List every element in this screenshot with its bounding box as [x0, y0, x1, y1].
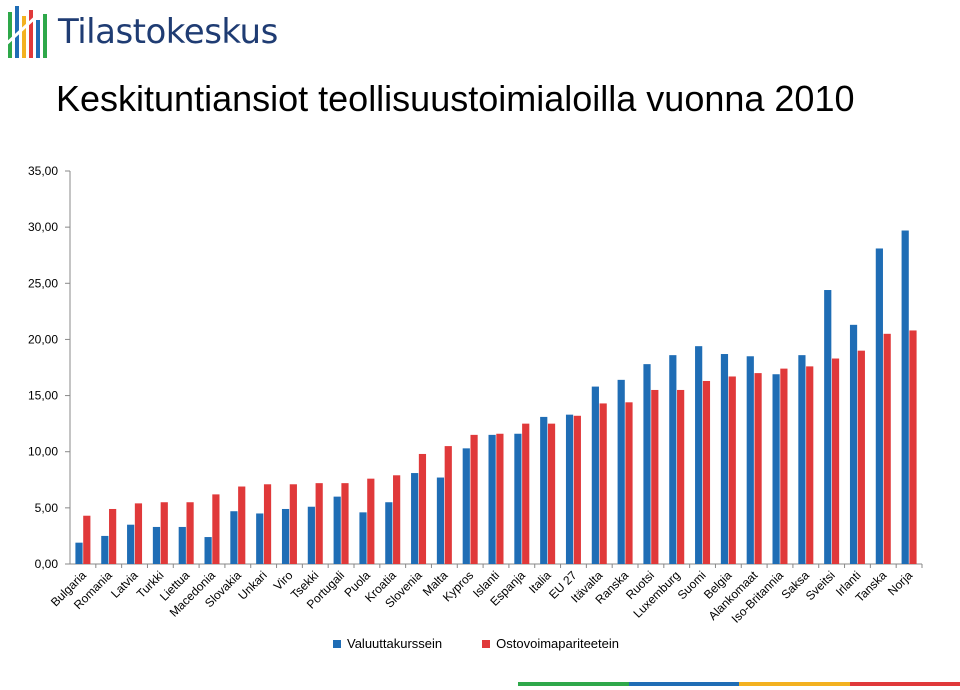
bar-valuuttakurssein — [256, 513, 264, 564]
logo: Tilastokeskus — [2, 2, 278, 64]
x-tick-label: Latvia — [108, 568, 141, 601]
bar-valuuttakurssein — [540, 416, 548, 564]
bar-ostovoimapariteetein — [263, 484, 272, 564]
bar-valuuttakurssein — [178, 526, 186, 564]
bar-valuuttakurssein — [411, 473, 419, 564]
legend-label: Valuuttakurssein — [347, 636, 443, 651]
y-tick-label: 30,00 — [28, 220, 58, 234]
bar-valuuttakurssein — [75, 542, 83, 564]
x-tick-label: Sveitsi — [803, 568, 838, 603]
strip-red — [849, 682, 960, 686]
bar-ostovoimapariteetein — [651, 389, 659, 564]
bar-valuuttakurssein — [746, 356, 754, 564]
bar-ostovoimapariteetein — [341, 483, 349, 564]
strip-green — [518, 682, 629, 686]
bar-ostovoimapariteetein — [909, 330, 917, 564]
logo-icon — [2, 2, 52, 58]
bar-valuuttakurssein — [230, 511, 238, 564]
legend-item-ostovoimapariteetein: Ostovoimapariteetein — [482, 636, 619, 651]
bar-valuuttakurssein — [152, 526, 161, 564]
bar-ostovoimapariteetein — [418, 453, 427, 564]
bar-ostovoimapariteetein — [134, 503, 143, 564]
y-tick-label: 20,00 — [28, 332, 58, 346]
legend-item-valuuttakurssein: Valuuttakurssein — [333, 636, 442, 651]
bar-ostovoimapariteetein — [315, 483, 323, 564]
bar-ostovoimapariteetein — [238, 486, 246, 564]
bar-ostovoimapariteetein — [831, 358, 840, 564]
legend-swatch-blue — [333, 639, 341, 648]
strip-blue — [628, 682, 739, 686]
bar-valuuttakurssein — [333, 496, 341, 564]
bar-valuuttakurssein — [875, 248, 883, 564]
bar-ostovoimapariteetein — [367, 478, 375, 564]
bar-valuuttakurssein — [669, 355, 677, 564]
bar-valuuttakurssein — [849, 324, 858, 564]
bar-valuuttakurssein — [101, 535, 109, 564]
bar-ostovoimapariteetein — [160, 502, 168, 564]
bar-ostovoimapariteetein — [393, 475, 401, 564]
legend-label: Ostovoimapariteetein — [496, 636, 619, 651]
bar-valuuttakurssein — [824, 290, 832, 564]
y-tick-label: 0,00 — [35, 557, 59, 571]
chart-title: Keskituntiansiot teollisuustoimialoilla … — [56, 78, 855, 119]
bar-valuuttakurssein — [643, 364, 651, 564]
bar-valuuttakurssein — [281, 508, 290, 564]
bar-ostovoimapariteetein — [573, 415, 581, 564]
bar-ostovoimapariteetein — [857, 350, 865, 564]
bar-valuuttakurssein — [798, 355, 806, 564]
bar-ostovoimapariteetein — [780, 368, 788, 564]
bar-ostovoimapariteetein — [728, 376, 736, 564]
bar-ostovoimapariteetein — [677, 389, 685, 564]
bar-valuuttakurssein — [436, 477, 445, 564]
bar-valuuttakurssein — [385, 502, 393, 564]
y-tick-label: 5,00 — [35, 501, 59, 515]
x-tick-label: Norja — [885, 568, 915, 598]
bar-ostovoimapariteetein — [883, 333, 891, 564]
bar-valuuttakurssein — [901, 230, 909, 564]
bar-ostovoimapariteetein — [625, 402, 633, 564]
bar-valuuttakurssein — [695, 346, 703, 564]
legend: Valuuttakurssein Ostovoimapariteetein — [333, 636, 619, 651]
bar-ostovoimapariteetein — [289, 484, 297, 564]
bar-ostovoimapariteetein — [186, 502, 194, 564]
bar-ostovoimapariteetein — [754, 373, 762, 564]
bar-ostovoimapariteetein — [444, 446, 452, 564]
bar-ostovoimapariteetein — [470, 434, 478, 564]
bar-valuuttakurssein — [307, 506, 315, 564]
y-tick-label: 15,00 — [28, 389, 58, 403]
bar-valuuttakurssein — [591, 386, 599, 564]
bar-valuuttakurssein — [488, 434, 496, 564]
bar-valuuttakurssein — [127, 524, 135, 564]
bar-ostovoimapariteetein — [702, 380, 711, 564]
bar-valuuttakurssein — [204, 537, 212, 564]
bar-chart: 0,005,0010,0015,0020,0025,0030,0035,00Bu… — [28, 164, 923, 626]
bar-valuuttakurssein — [772, 374, 780, 564]
legend-swatch-red — [482, 639, 491, 648]
bar-valuuttakurssein — [720, 354, 729, 564]
bar-ostovoimapariteetein — [212, 494, 220, 564]
bar-ostovoimapariteetein — [599, 403, 607, 564]
bar-valuuttakurssein — [462, 448, 470, 564]
bar-ostovoimapariteetein — [806, 366, 814, 564]
strip-yellow — [739, 682, 850, 686]
bar-ostovoimapariteetein — [496, 433, 504, 564]
bar-valuuttakurssein — [359, 512, 367, 564]
footer-color-strip — [518, 682, 960, 686]
logo-text: Tilastokeskus — [58, 12, 278, 52]
bar-ostovoimapariteetein — [83, 515, 91, 564]
bar-valuuttakurssein — [565, 414, 574, 564]
y-tick-label: 10,00 — [28, 445, 58, 459]
bar-ostovoimapariteetein — [547, 423, 556, 564]
bar-ostovoimapariteetein — [522, 423, 530, 564]
bar-ostovoimapariteetein — [109, 508, 117, 564]
bar-valuuttakurssein — [617, 379, 625, 564]
x-tick-label: Unkari — [235, 568, 269, 602]
bar-valuuttakurssein — [514, 433, 522, 564]
y-tick-label: 25,00 — [28, 276, 58, 290]
y-tick-label: 35,00 — [28, 164, 58, 178]
x-tick-label: Suomi — [675, 568, 709, 602]
